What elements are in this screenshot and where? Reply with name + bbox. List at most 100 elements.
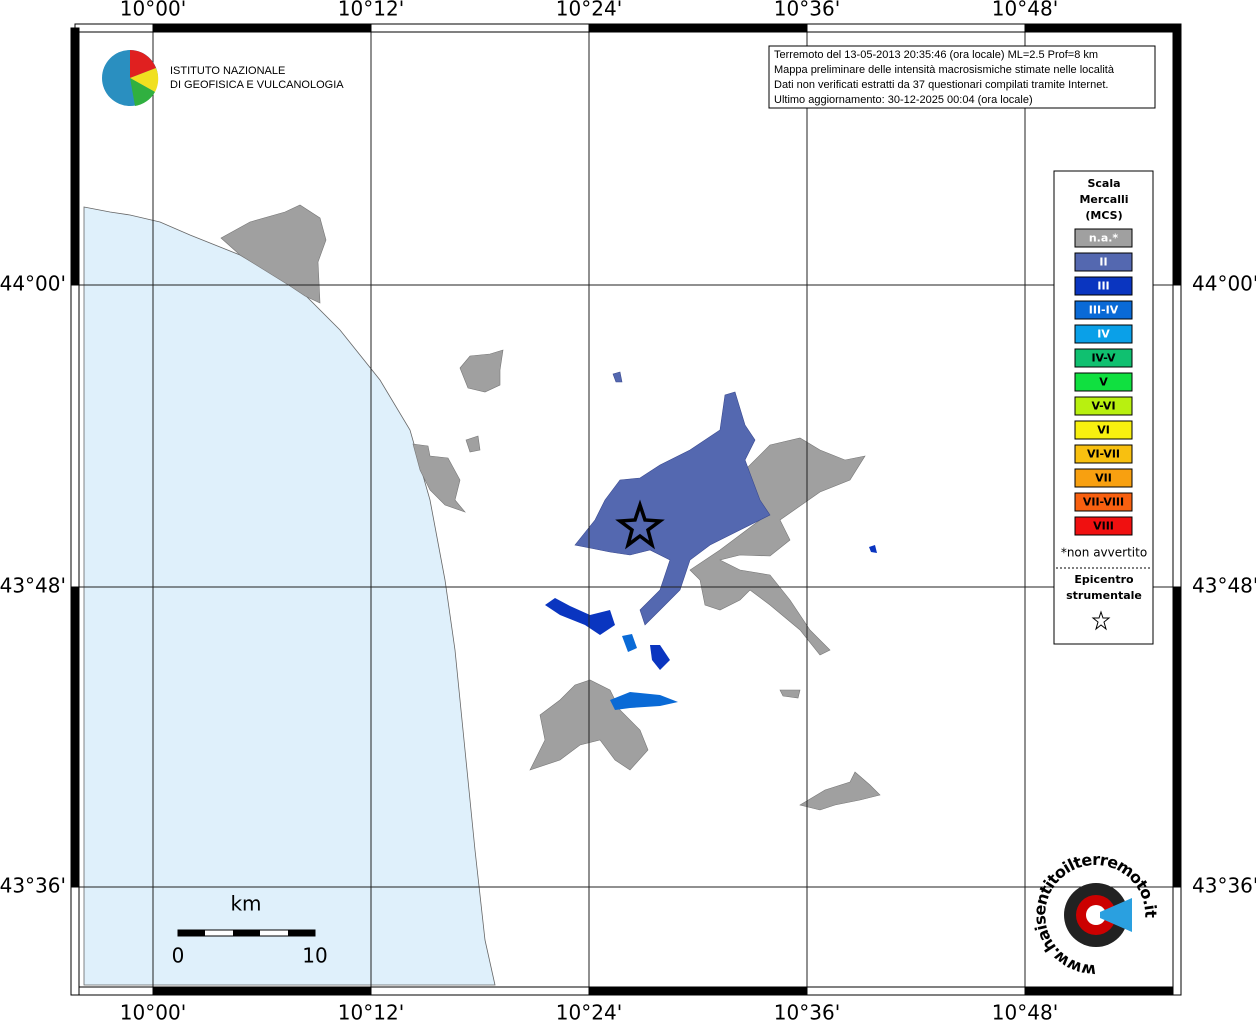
legend-swatch	[1074, 228, 1133, 248]
legend-swatch	[1074, 252, 1133, 272]
lon-label: 10°48'	[992, 0, 1058, 21]
lat-label: 43°48'	[1192, 574, 1256, 598]
info-text: Terremoto del 13-05-2013 20:35:46 (ora l…	[774, 49, 1115, 106]
info-line: Ultimo aggiornamento: 30-12-2025 00:04 (…	[774, 94, 1033, 106]
legend-label: n.a.*	[1089, 232, 1119, 245]
info-box	[768, 45, 1156, 109]
lon-label: 10°12'	[338, 1001, 404, 1025]
border-seg	[1024, 23, 1182, 33]
border-seg	[370, 986, 590, 996]
area-na	[220, 204, 327, 304]
legend-swatch	[1074, 372, 1133, 392]
area-na	[689, 437, 866, 656]
legend-epicenter: Epicentro	[1074, 573, 1134, 586]
legend-label: VII-VIII	[1083, 496, 1124, 509]
legend-title: Scala	[1087, 177, 1120, 190]
institute-name: DI GEOFISICA E VULCANOLOGIA	[170, 79, 344, 91]
lat-label: 44°00'	[0, 272, 66, 296]
legend-label: V	[1099, 376, 1108, 389]
lat-label: 43°36'	[0, 874, 66, 898]
lon-label: 10°36'	[774, 1001, 840, 1025]
border-seg	[1024, 986, 1182, 996]
legend-label: V-VI	[1091, 400, 1115, 413]
area-iii	[869, 545, 877, 553]
lon-label: 10°00'	[120, 1001, 186, 1025]
scale-end: 10	[302, 944, 327, 968]
lon-label: 10°12'	[338, 0, 404, 21]
epicenter-star	[615, 499, 665, 550]
legend-star	[1091, 610, 1111, 631]
logo-ring	[1086, 905, 1106, 925]
info-line: Dati non verificati estratti da 37 quest…	[774, 79, 1108, 91]
lat-label: 43°48'	[0, 574, 66, 598]
lon-label: 10°48'	[992, 1001, 1058, 1025]
legend-swatch	[1074, 516, 1133, 536]
border-seg	[74, 986, 154, 996]
legend-swatch	[1074, 324, 1133, 344]
area-na	[412, 443, 466, 513]
legend-label: VII	[1095, 472, 1112, 485]
area-ii	[612, 371, 623, 383]
area-iii	[650, 645, 670, 670]
logo-segment	[130, 50, 156, 78]
area-iii-iv	[610, 692, 678, 710]
area-ii	[574, 391, 771, 626]
legend-swatch	[1074, 276, 1133, 296]
legend-title: Mercalli	[1079, 193, 1128, 206]
lat-label: 43°36'	[1192, 874, 1256, 898]
legend-swatch	[1074, 348, 1133, 368]
border-seg	[806, 986, 1026, 996]
border-seg	[588, 23, 808, 33]
legend-swatch	[1074, 420, 1133, 440]
legend-swatch	[1074, 468, 1133, 488]
logo-segment	[130, 68, 159, 92]
graticule	[75, 28, 1181, 995]
border-seg	[1172, 886, 1182, 996]
scale-seg	[233, 930, 260, 936]
legend-label: IV-V	[1091, 352, 1116, 365]
legend-title: (MCS)	[1085, 209, 1122, 222]
scale-seg	[178, 930, 205, 936]
lat-label: 44°00'	[1192, 272, 1256, 296]
border-seg	[1172, 586, 1182, 888]
frame	[70, 23, 1182, 996]
border-seg	[70, 284, 80, 588]
scale-seg	[288, 930, 315, 936]
legend-label: II	[1099, 256, 1107, 269]
legend: ScalaMercalli(MCS)n.a.*IIIIIIII-IVIVIV-V…	[1061, 177, 1147, 602]
legend-epicenter: strumentale	[1066, 589, 1142, 602]
border-seg	[152, 986, 372, 996]
border-seg	[74, 23, 154, 33]
border-seg	[152, 23, 372, 33]
legend-note: *non avvertito	[1061, 546, 1147, 560]
border-seg	[370, 23, 590, 33]
institute-name: ISTITUTO NAZIONALE	[170, 65, 285, 77]
legend-swatch	[1074, 396, 1133, 416]
lon-label: 10°00'	[120, 0, 186, 21]
logo-segment	[130, 78, 155, 106]
legend-label: III-IV	[1089, 304, 1119, 317]
border-seg	[1172, 284, 1182, 588]
area-iii-iv	[622, 634, 637, 652]
lon-label: 10°24'	[556, 1001, 622, 1025]
border-seg	[1172, 27, 1182, 286]
info-line: Terremoto del 13-05-2013 20:35:46 (ora l…	[774, 49, 1098, 61]
scale-start: 0	[172, 944, 185, 968]
area-na	[459, 349, 504, 393]
ingv-logo: ISTITUTO NAZIONALE DI GEOFISICA E VULCAN…	[102, 50, 344, 106]
lon-label: 10°24'	[556, 0, 622, 21]
area-na	[465, 435, 481, 453]
legend-label: VI	[1097, 424, 1110, 437]
info-line: Mappa preliminare delle intensità macros…	[774, 64, 1115, 76]
border-seg	[70, 586, 80, 888]
logo-cone	[1100, 898, 1132, 932]
scale-unit: km	[230, 892, 261, 916]
legend-swatch	[1074, 492, 1133, 512]
legend-label: VIII	[1093, 520, 1114, 533]
area-iii	[545, 598, 615, 635]
legend-swatch	[1074, 300, 1133, 320]
legend-swatch	[1074, 444, 1133, 464]
legend-label: III	[1097, 280, 1109, 293]
border-seg	[70, 27, 80, 286]
